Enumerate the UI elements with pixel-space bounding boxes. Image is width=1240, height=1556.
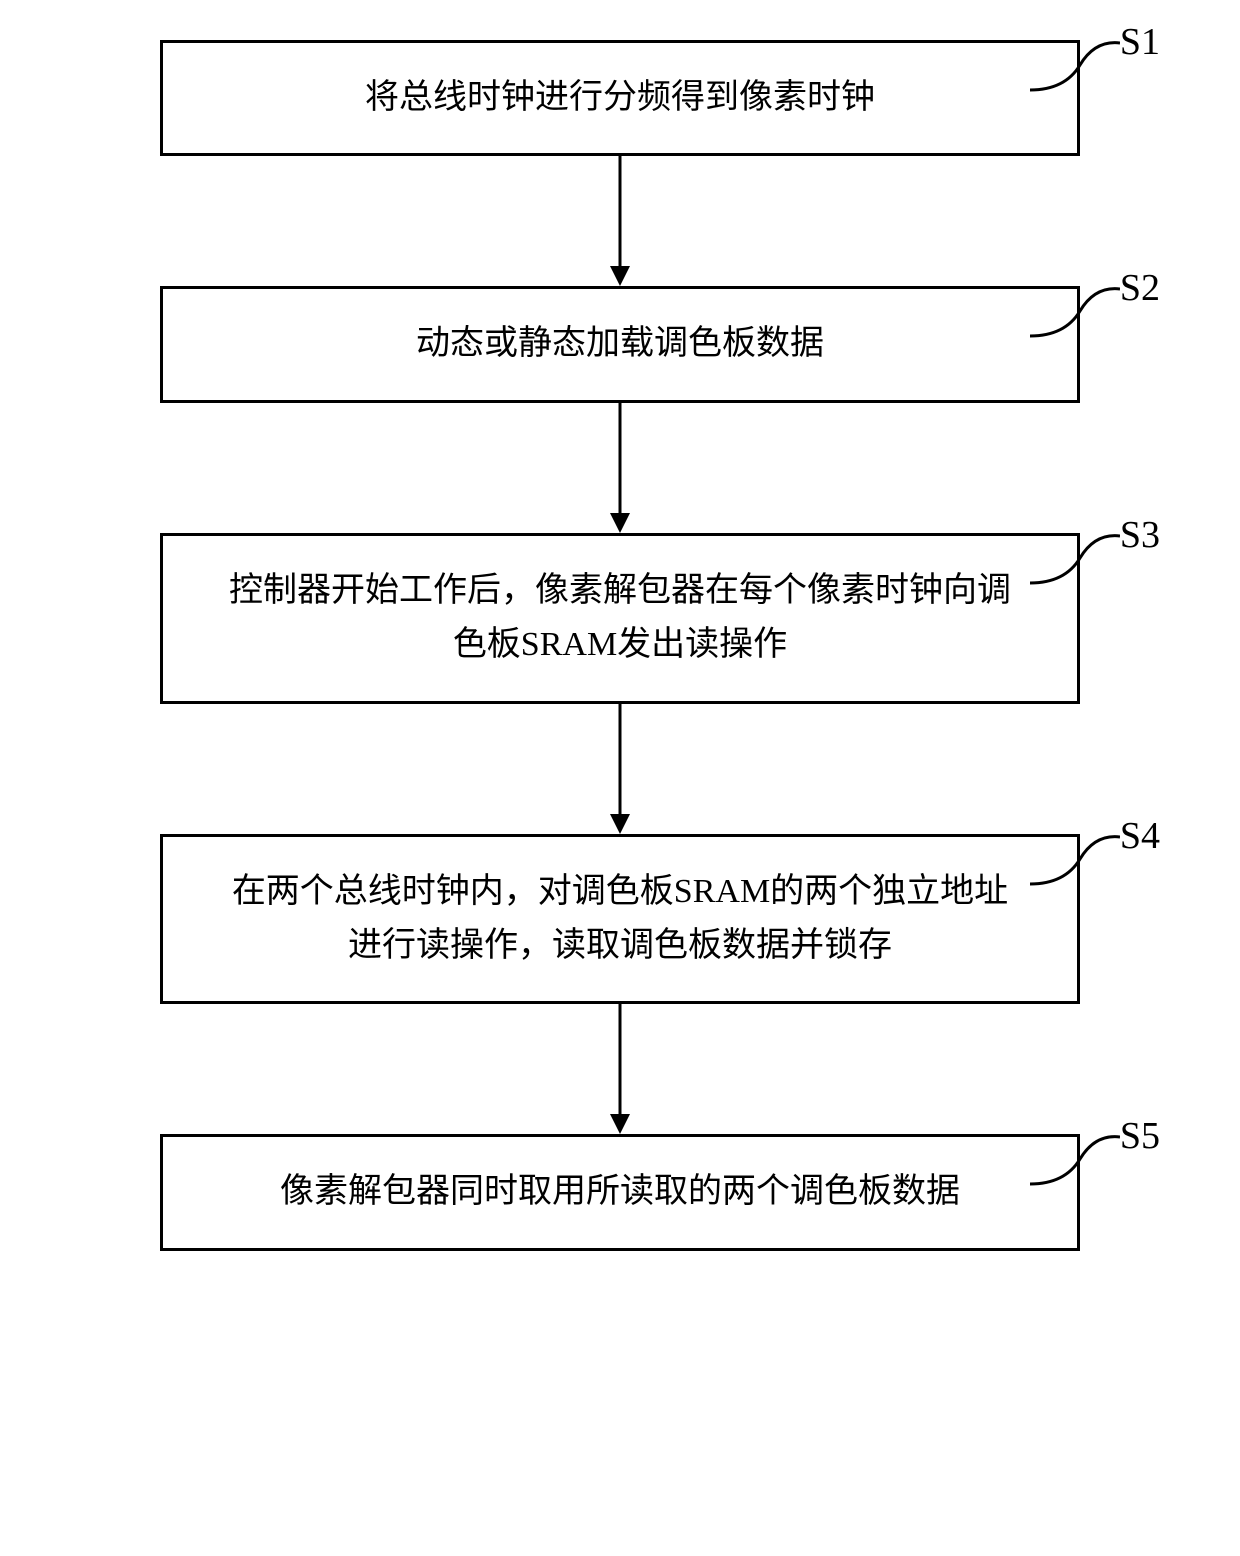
label-connector-curve (1030, 25, 1120, 95)
step-label-group: S5 (1030, 1119, 1160, 1189)
step-box: 将总线时钟进行分频得到像素时钟 (160, 40, 1080, 156)
step-box: 控制器开始工作后，像素解包器在每个像素时钟向调色板SRAM发出读操作 (160, 533, 1080, 704)
label-connector-curve (1030, 1119, 1120, 1189)
step-box: 在两个总线时钟内，对调色板SRAM的两个独立地址进行读操作，读取调色板数据并锁存 (160, 834, 1080, 1005)
step-text: 将总线时钟进行分频得到像素时钟 (365, 71, 875, 125)
step-label-group: S1 (1030, 25, 1160, 95)
step-text: 控制器开始工作后，像素解包器在每个像素时钟向调色板SRAM发出读操作 (223, 564, 1017, 673)
step-box: 动态或静态加载调色板数据 (160, 286, 1080, 402)
arrow-down-icon (605, 156, 635, 286)
step-text: 像素解包器同时取用所读取的两个调色板数据 (280, 1165, 960, 1219)
step-label-group: S2 (1030, 271, 1160, 341)
step-box: 像素解包器同时取用所读取的两个调色板数据 (160, 1134, 1080, 1250)
step-text: 动态或静态加载调色板数据 (416, 317, 824, 371)
arrow-down-icon (605, 704, 635, 834)
arrow-container (605, 704, 635, 834)
arrow-container (605, 156, 635, 286)
step-s5: 像素解包器同时取用所读取的两个调色板数据 S5 (50, 1134, 1190, 1250)
arrow-container (605, 1004, 635, 1134)
step-label: S2 (1120, 266, 1160, 310)
arrow-container (605, 403, 635, 533)
label-connector-curve (1030, 819, 1120, 889)
label-connector-curve (1030, 271, 1120, 341)
step-label: S5 (1120, 1114, 1160, 1158)
step-s4: 在两个总线时钟内，对调色板SRAM的两个独立地址进行读操作，读取调色板数据并锁存… (50, 834, 1190, 1005)
step-s2: 动态或静态加载调色板数据 S2 (50, 286, 1190, 402)
step-s1: 将总线时钟进行分频得到像素时钟 S1 (50, 40, 1190, 156)
step-label: S1 (1120, 20, 1160, 64)
step-text: 在两个总线时钟内，对调色板SRAM的两个独立地址进行读操作，读取调色板数据并锁存 (223, 865, 1017, 974)
arrow-down-icon (605, 403, 635, 533)
arrow-down-icon (605, 1004, 635, 1134)
step-s3: 控制器开始工作后，像素解包器在每个像素时钟向调色板SRAM发出读操作 S3 (50, 533, 1190, 704)
step-label-group: S4 (1030, 819, 1160, 889)
label-connector-curve (1030, 518, 1120, 588)
step-label: S3 (1120, 513, 1160, 557)
flowchart-container: 将总线时钟进行分频得到像素时钟 S1 动态或静态加载调色板数据 S2 (50, 40, 1190, 1251)
step-label: S4 (1120, 814, 1160, 858)
step-label-group: S3 (1030, 518, 1160, 588)
